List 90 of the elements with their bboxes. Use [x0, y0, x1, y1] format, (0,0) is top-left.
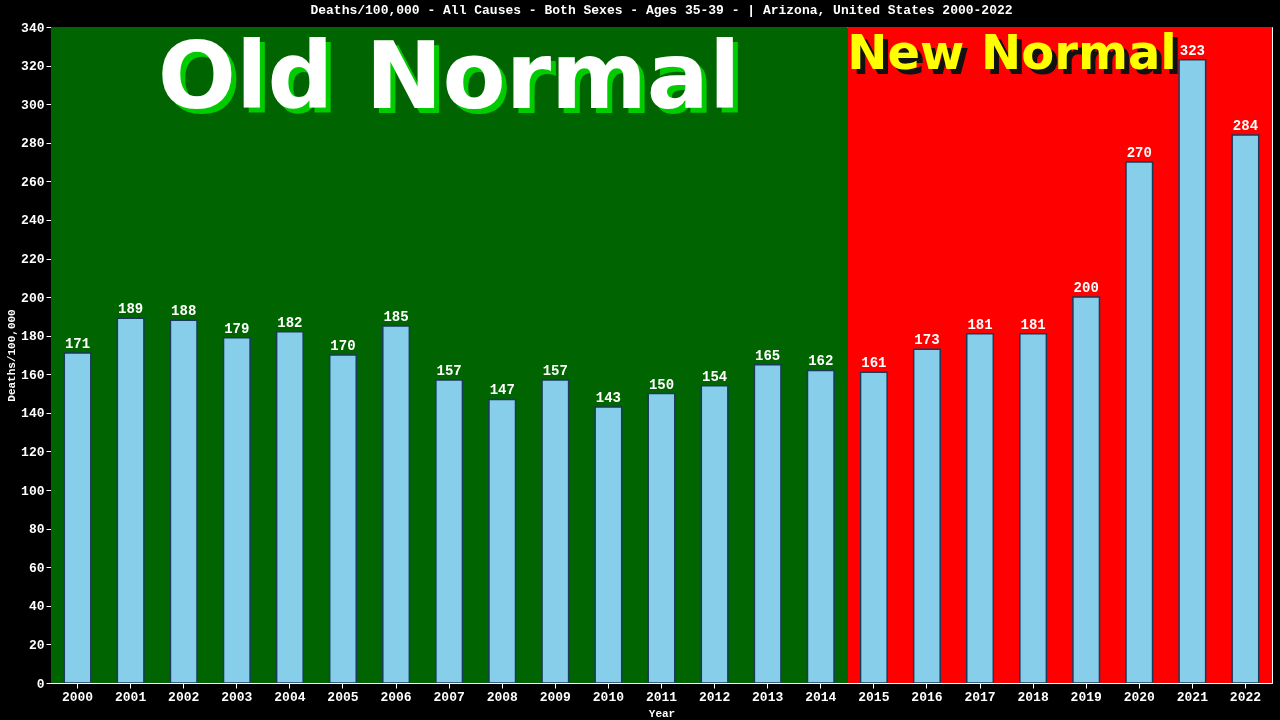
y-tick-label: 260	[21, 174, 45, 190]
x-tick-label: 2001	[115, 689, 147, 705]
x-tick-label: 2003	[221, 689, 253, 705]
y-tick-label: 300	[21, 97, 45, 113]
x-tick-label: 2012	[698, 689, 731, 705]
bar	[275, 331, 304, 684]
data-label: 157	[542, 363, 568, 380]
bar	[116, 317, 145, 684]
bar	[594, 406, 623, 684]
bar	[1231, 134, 1260, 684]
y-tick-label: 20	[28, 637, 45, 653]
bar	[169, 319, 198, 684]
x-tick-label: 2019	[1070, 689, 1102, 705]
data-label: 171	[64, 336, 91, 353]
x-tick-label: 2009	[539, 689, 572, 705]
y-tick-label: 100	[21, 483, 45, 499]
bar	[328, 354, 357, 684]
data-label: 182	[277, 314, 303, 331]
bar	[700, 385, 729, 684]
data-label: 185	[383, 309, 409, 326]
x-tick-label: 2004	[274, 689, 306, 705]
data-label: 323	[1179, 42, 1205, 59]
x-tick-label: 2002	[168, 689, 200, 705]
y-tick-label: 120	[21, 444, 45, 460]
data-label: 170	[330, 338, 356, 354]
data-label: 165	[755, 347, 781, 364]
data-label: 143	[595, 390, 622, 407]
bar	[912, 348, 941, 684]
x-tick-label: 2016	[911, 689, 943, 705]
y-tick-label: 220	[21, 252, 45, 268]
bar	[1125, 161, 1154, 684]
x-tick-label: 2018	[1017, 689, 1049, 705]
x-tick-label: 2015	[858, 689, 890, 705]
bar	[435, 379, 464, 684]
bar	[63, 352, 92, 684]
bar	[1178, 59, 1207, 684]
x-tick-label: 2020	[1123, 689, 1156, 705]
bar	[806, 369, 835, 684]
bar	[1019, 333, 1048, 684]
data-label: 181	[967, 316, 993, 333]
y-axis-title: Deaths/100,000	[6, 309, 19, 402]
x-tick-label: 2000	[61, 689, 94, 705]
bar	[382, 325, 411, 684]
y-tick-label: 40	[28, 599, 45, 615]
y-tick-label: 340	[21, 20, 45, 36]
bar	[488, 398, 517, 684]
data-label: 161	[861, 355, 887, 372]
data-label: 147	[489, 382, 515, 399]
data-label: 157	[436, 363, 462, 380]
y-tick-label: 200	[21, 290, 45, 306]
y-tick-label: 0	[36, 676, 45, 692]
x-tick-label: 2013	[752, 689, 784, 705]
data-label: 188	[171, 303, 197, 320]
y-tick-label: 320	[21, 59, 45, 75]
data-label: 189	[118, 301, 144, 318]
data-label: 154	[701, 368, 728, 385]
x-tick-label: 2008	[486, 689, 519, 705]
x-tick-label: 2006	[380, 689, 412, 705]
y-tick-label: 240	[21, 213, 45, 229]
data-label: 179	[224, 320, 250, 337]
y-tick-label: 160	[21, 367, 45, 383]
data-label: 200	[1073, 280, 1099, 297]
y-tick-label: 180	[21, 329, 45, 345]
x-tick-label: 2011	[645, 689, 678, 705]
x-tick-label: 2005	[327, 689, 359, 705]
bar	[859, 371, 888, 684]
x-tick-label: 2007	[433, 689, 465, 705]
bar	[647, 392, 676, 684]
data-label: 284	[1232, 118, 1259, 135]
y-tick-label: 140	[21, 406, 45, 422]
bar	[966, 333, 995, 684]
data-label: 173	[914, 332, 940, 349]
data-label: 162	[808, 353, 834, 370]
bar	[1072, 296, 1101, 684]
bar	[222, 336, 251, 684]
x-tick-label: 2014	[805, 689, 837, 705]
x-tick-label: 2010	[592, 689, 625, 705]
chart-title: Deaths/100,000 - All Causes - Both Sexes - Ages 35-39 - | Arizona, United States 2000-2022	[310, 3, 1013, 18]
x-tick-label: 2021	[1176, 689, 1209, 705]
x-axis-title: Year	[648, 707, 676, 720]
x-tick-label: 2022	[1229, 689, 1262, 705]
x-tick-label: 2017	[964, 689, 996, 705]
bar	[541, 379, 570, 684]
data-label: 150	[648, 376, 675, 393]
y-tick-label: 80	[28, 522, 45, 538]
bar	[753, 363, 782, 684]
data-label: 270	[1126, 145, 1152, 162]
y-tick-label: 280	[21, 136, 45, 152]
y-tick-label: 60	[28, 560, 45, 576]
data-label: 181	[1020, 316, 1046, 333]
